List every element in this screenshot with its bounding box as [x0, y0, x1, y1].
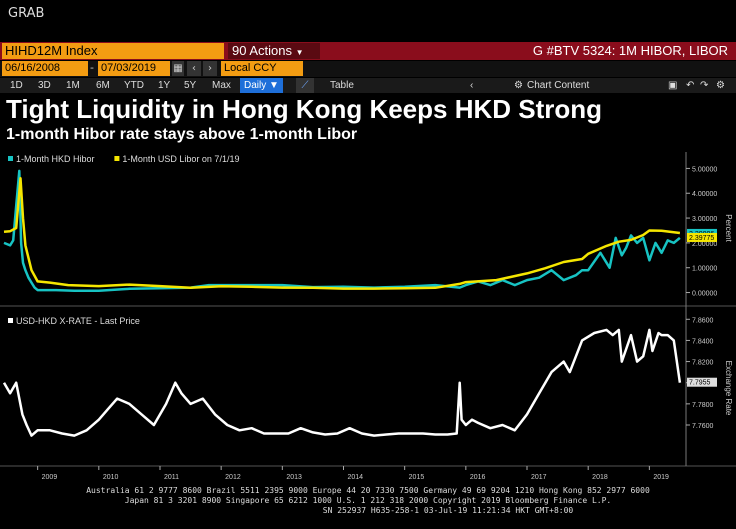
y-tick-label: 2.00000: [692, 241, 717, 248]
frequency-select[interactable]: Daily ▼: [240, 78, 283, 93]
period-button-3d[interactable]: 3D: [38, 80, 51, 91]
line-chart-icon[interactable]: ⟋: [296, 78, 314, 93]
y-tick-label: 7.7800: [692, 402, 714, 409]
y-tick-label: 5.00000: [692, 166, 717, 173]
export-icon[interactable]: ▣: [668, 80, 678, 91]
period-button-1m[interactable]: 1M: [66, 80, 80, 91]
y-tick-label: 7.8200: [692, 360, 714, 367]
y-axis-label: Percent: [724, 214, 733, 242]
frequency-label: Daily: [244, 80, 267, 91]
y-tick-label: 3.00000: [692, 216, 717, 223]
x-tick-label: 2010: [103, 474, 119, 481]
redo-icon[interactable]: ↷: [700, 80, 709, 91]
x-tick-label: 2014: [348, 474, 364, 481]
ticker-field[interactable]: HIHD12M Index: [2, 43, 224, 59]
y-axis-label: Exchange Rate: [724, 361, 733, 416]
actions-label: Actions: [249, 43, 293, 58]
x-tick-label: 2018: [592, 474, 608, 481]
footer-line-2: Japan 81 3 3201 8900 Singapore 65 6212 1…: [124, 496, 612, 505]
x-tick-label: 2016: [470, 474, 486, 481]
y-tick-label: 4.00000: [692, 191, 717, 198]
next-arrow-icon[interactable]: ›: [203, 61, 217, 76]
footer-line-1: Australia 61 2 9777 8600 Brazil 5511 239…: [86, 486, 650, 495]
prev-arrow-icon[interactable]: ‹: [187, 61, 201, 76]
x-tick-label: 2011: [164, 474, 179, 481]
period-button-5y[interactable]: 5Y: [184, 80, 197, 91]
period-bar: [0, 78, 736, 93]
period-button-1d[interactable]: 1D: [10, 80, 23, 91]
legend-swatch: [8, 156, 13, 161]
end-date-field[interactable]: 07/03/2019: [98, 61, 170, 76]
series-line-1: [3, 177, 681, 290]
period-button-1y[interactable]: 1Y: [158, 80, 171, 91]
y-tick-label: 1.00000: [692, 266, 717, 273]
y-tick-label: 7.8400: [692, 338, 714, 345]
undo-icon[interactable]: ↶: [686, 80, 695, 91]
footer: Australia 61 2 9777 8600 Brazil 5511 239…: [0, 486, 736, 516]
currency-label: Local CCY: [224, 62, 277, 74]
table-button[interactable]: Table: [330, 80, 354, 91]
start-date-field[interactable]: 06/16/2008: [2, 61, 88, 76]
headline: Tight Liquidity in Hong Kong Keeps HKD S…: [6, 94, 603, 124]
legend-label: USD-HKD X-RATE - Last Price: [16, 316, 140, 326]
legend-swatch: [114, 156, 120, 161]
x-tick-label: 2015: [409, 474, 425, 481]
series-line-0: [3, 169, 681, 293]
y-tick-label: 7.7600: [692, 423, 714, 430]
chart-content-button[interactable]: Chart Content: [527, 80, 590, 91]
y-tick-label: 0.00000: [692, 291, 717, 298]
currency-select[interactable]: Local CCY: [221, 61, 303, 76]
date-bar: [0, 61, 736, 77]
subheadline: 1-month Hibor rate stays above 1-month L…: [6, 126, 358, 143]
actions-prefix: 90: [232, 43, 247, 58]
period-button-6m[interactable]: 6M: [96, 80, 110, 91]
chevron-down-icon: ▼: [295, 48, 304, 57]
legend-label: 1-Month USD Libor on 7/1/19: [122, 154, 239, 164]
window-label: GRAB: [8, 6, 45, 21]
x-tick-label: 2013: [286, 474, 302, 481]
date-separator: -: [90, 61, 94, 74]
x-tick-label: 2009: [42, 474, 58, 481]
period-button-ytd[interactable]: YTD: [124, 80, 144, 91]
footer-line-3: SN 252937 H635-258-1 03-Jul-19 11:21:34 …: [322, 506, 574, 515]
collapse-icon[interactable]: ‹: [470, 80, 474, 91]
series-line-2: [2, 328, 682, 437]
settings-icon[interactable]: ⚙: [716, 80, 725, 91]
legend-swatch: [8, 318, 13, 323]
last-value-box: [687, 377, 717, 387]
x-tick-label: 2019: [653, 474, 669, 481]
last-value-box: [687, 232, 717, 242]
period-button-max[interactable]: Max: [212, 80, 231, 91]
x-tick-label: 2017: [531, 474, 547, 481]
last-value-label: 2.39775: [689, 235, 714, 242]
x-tick-label: 2012: [225, 474, 241, 481]
last-value-label: 7.7955: [689, 380, 711, 387]
y-tick-label: 7.8600: [692, 317, 714, 324]
actions-button[interactable]: 90 Actions ▼: [228, 43, 320, 59]
legend-label: 1-Month HKD Hibor: [16, 154, 95, 164]
chart-content-icon[interactable]: ⚙: [514, 80, 523, 91]
calendar-icon[interactable]: ▦: [172, 61, 184, 76]
chart-area: 0.00000 1.00000 2.00000 3.00000 4.00000 5.000…: [0, 152, 736, 481]
chart-title-code: G #BTV 5324: 1M HIBOR, LIBOR: [532, 43, 728, 58]
